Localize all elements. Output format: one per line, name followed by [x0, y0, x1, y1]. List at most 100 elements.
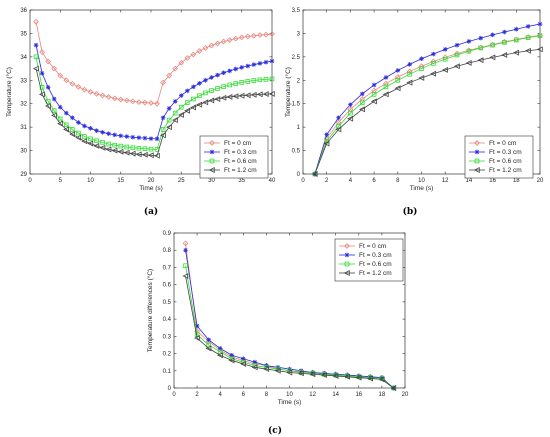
x-tick-label: 20 [537, 178, 544, 184]
panel-label: (c) [268, 425, 282, 436]
x-tick-label: 25 [178, 178, 185, 184]
data-point [129, 150, 136, 157]
data-point [335, 126, 342, 133]
data-point [490, 42, 495, 48]
data-point [178, 93, 184, 98]
data-point [123, 97, 130, 104]
data-point [172, 65, 179, 72]
data-point [148, 136, 154, 141]
data-point [356, 373, 362, 379]
y-tick-label: 0.4 [163, 317, 172, 323]
data-point [118, 143, 124, 149]
data-point [215, 86, 220, 91]
data-point [257, 32, 263, 38]
data-point [262, 91, 269, 98]
data-point [220, 94, 227, 101]
data-point [233, 81, 239, 86]
data-point [240, 360, 247, 367]
legend-marker [344, 243, 350, 249]
series-ft-1-2-cm [311, 46, 543, 177]
data-point [227, 68, 232, 74]
data-point [193, 335, 200, 342]
data-point [203, 77, 208, 83]
data-point [359, 96, 366, 102]
data-point [379, 375, 385, 380]
data-point [142, 99, 148, 106]
data-point [347, 115, 354, 122]
data-point [394, 85, 401, 92]
y-axis-label: Temperature (°C) [284, 67, 292, 117]
data-point [309, 371, 316, 378]
legend-label: Ft = 0 cm [359, 243, 386, 250]
data-point [263, 31, 269, 38]
data-point [202, 99, 209, 106]
series-line [314, 23, 541, 175]
data-point [184, 107, 191, 114]
legend-label: Ft = 0.6 cm [489, 158, 522, 165]
data-point [190, 104, 197, 111]
data-point [251, 364, 258, 371]
data-point [244, 92, 251, 99]
data-point [178, 59, 185, 66]
data-point [359, 100, 365, 106]
data-point [172, 117, 178, 124]
series-ft-0-cm [33, 18, 275, 107]
data-point [51, 108, 57, 114]
data-point [106, 131, 111, 137]
legend-label: Ft = 0 cm [224, 140, 251, 147]
data-point [51, 96, 57, 102]
y-tick-label: 0.5 [163, 300, 172, 306]
data-point [359, 91, 365, 97]
data-point [196, 101, 203, 108]
series-line [185, 275, 394, 389]
data-point [478, 45, 484, 51]
data-point [112, 142, 118, 148]
data-point [184, 55, 191, 61]
data-point [390, 385, 397, 391]
legend-label: Ft = 0.3 cm [359, 252, 392, 259]
data-point [191, 84, 196, 90]
data-point [514, 37, 519, 43]
data-point [45, 58, 52, 65]
x-axis-label: Time (s) [410, 185, 434, 192]
data-point [38, 91, 45, 98]
y-axis-label: Temperature differences (°C) [146, 269, 154, 352]
data-point [238, 92, 245, 99]
data-point [311, 171, 318, 177]
data-point [154, 100, 160, 107]
data-point [185, 88, 190, 94]
data-point [208, 42, 215, 49]
y-tick-label: 35 [20, 31, 27, 37]
data-point [70, 115, 75, 121]
data-point [333, 371, 338, 377]
panel-label: (b) [403, 206, 418, 217]
data-point [217, 352, 223, 359]
legend-label: Ft = 1.2 cm [224, 167, 257, 174]
data-point [382, 91, 389, 98]
data-point [263, 59, 269, 65]
data-point [148, 146, 154, 152]
data-point [477, 57, 484, 64]
data-point [228, 357, 235, 364]
data-point [208, 97, 215, 104]
data-point [88, 136, 93, 142]
data-point [147, 152, 154, 159]
data-point [39, 49, 45, 56]
x-tick-label: 4 [219, 392, 223, 398]
data-point [383, 80, 389, 87]
data-point [44, 103, 51, 110]
data-point [191, 96, 196, 102]
legend-label: Ft = 0.6 cm [359, 261, 392, 268]
data-point [184, 100, 190, 105]
data-point [100, 140, 105, 145]
data-point [183, 247, 188, 253]
y-tick-label: 32 [20, 102, 27, 108]
data-point [190, 51, 197, 58]
y-tick-label: 0 [297, 172, 301, 178]
data-point [220, 38, 227, 45]
data-point [87, 89, 94, 95]
legend-marker [209, 140, 215, 146]
data-point [465, 60, 472, 66]
data-point [501, 52, 508, 58]
data-point [502, 40, 507, 45]
